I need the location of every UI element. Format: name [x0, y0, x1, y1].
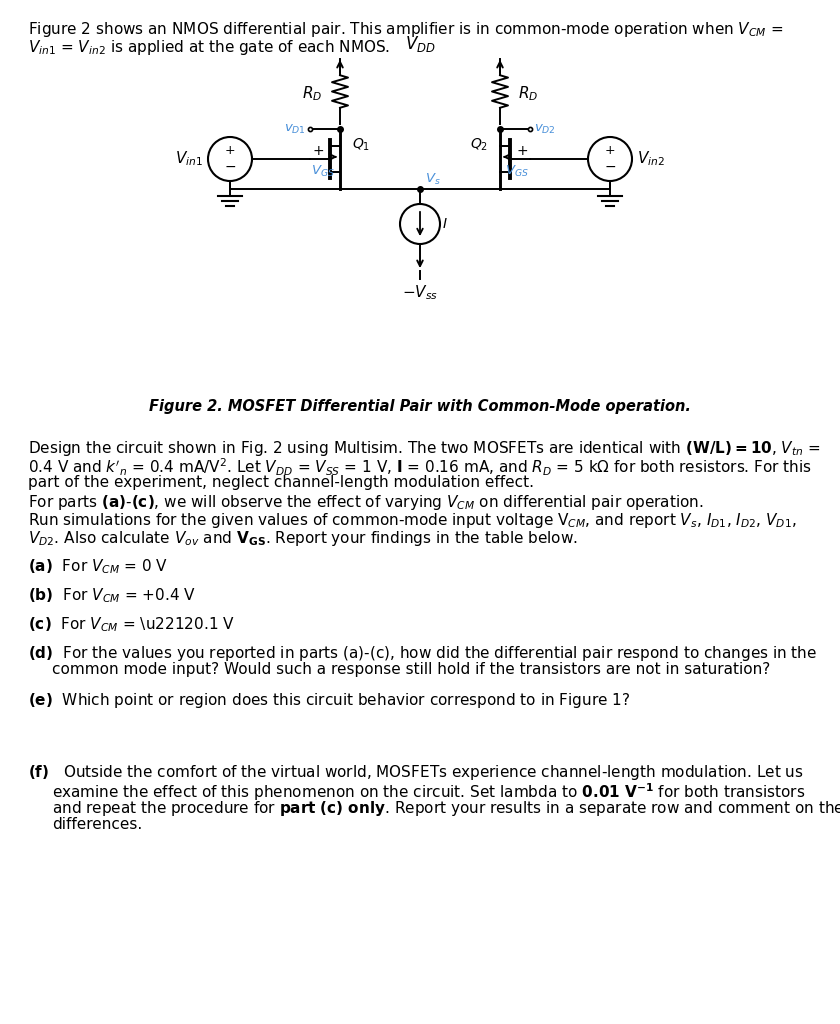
Text: $\mathit{V_{GS}}$: $\mathit{V_{GS}}$: [311, 164, 335, 179]
Text: $\mathbf{(c)}$  For $\mathit{V_{CM}}$ = \u22120.1 V: $\mathbf{(c)}$ For $\mathit{V_{CM}}$ = \…: [28, 615, 235, 634]
Text: +: +: [517, 144, 528, 158]
Text: −: −: [604, 160, 616, 174]
Text: +: +: [224, 144, 235, 158]
Text: Figure 2. MOSFET Differential Pair with Common-Mode operation.: Figure 2. MOSFET Differential Pair with …: [149, 399, 691, 414]
Text: $-\mathit{V_{ss}}$: $-\mathit{V_{ss}}$: [402, 283, 438, 302]
Text: $\mathit{Q_2}$: $\mathit{Q_2}$: [470, 137, 488, 154]
Text: $\mathit{v_{D1}}$: $\mathit{v_{D1}}$: [284, 123, 306, 135]
Text: $\mathbf{(f)}$   Outside the comfort of the virtual world, MOSFETs experience ch: $\mathbf{(f)}$ Outside the comfort of th…: [28, 763, 804, 782]
Text: 0.4 V and $\mathbf{\mathit{k'_n}}$ = 0.4 mA/V$^2$. Let $\mathit{V_{DD}}$ = $\mat: 0.4 V and $\mathbf{\mathit{k'_n}}$ = 0.4…: [28, 457, 812, 478]
Text: Design the circuit shown in Fig. 2 using Multisim. The two MOSFETs are identical: Design the circuit shown in Fig. 2 using…: [28, 439, 821, 458]
Text: $\mathit{V_{in1}}$ = $\mathit{V_{in2}}$ is applied at the gate of each NMOS.: $\mathit{V_{in1}}$ = $\mathit{V_{in2}}$ …: [28, 38, 391, 57]
Text: $\mathit{R_D}$: $\mathit{R_D}$: [518, 85, 538, 103]
Text: common mode input? Would such a response still hold if the transistors are not i: common mode input? Would such a response…: [52, 663, 770, 677]
Text: $\mathbf{(d)}$  For the values you reported in parts (a)-(c), how did the differ: $\mathbf{(d)}$ For the values you report…: [28, 644, 817, 664]
Text: $\mathit{V_{in2}}$: $\mathit{V_{in2}}$: [637, 150, 664, 168]
Text: $\mathbf{(a)}$  For $\mathit{V_{CM}}$ = 0 V: $\mathbf{(a)}$ For $\mathit{V_{CM}}$ = 0…: [28, 558, 168, 577]
Text: $\mathit{V_s}$: $\mathit{V_s}$: [425, 172, 441, 187]
Text: examine the effect of this phenomenon on the circuit. Set lambda to $\mathbf{0.0: examine the effect of this phenomenon on…: [52, 781, 806, 803]
Text: −: −: [224, 160, 236, 174]
Text: differences.: differences.: [52, 817, 142, 831]
Text: +: +: [605, 144, 616, 158]
Text: $\mathit{v_{D2}}$: $\mathit{v_{D2}}$: [534, 123, 556, 135]
Text: For parts $\mathbf{(a)\text{-}(c)}$, we will observe the effect of varying $\mat: For parts $\mathbf{(a)\text{-}(c)}$, we …: [28, 493, 704, 512]
Text: $\mathit{Q_1}$: $\mathit{Q_1}$: [352, 137, 370, 154]
Text: Figure 2 shows an NMOS differential pair. This amplifier is in common-mode opera: Figure 2 shows an NMOS differential pair…: [28, 20, 784, 39]
Text: $\mathit{V_{DD}}$: $\mathit{V_{DD}}$: [405, 34, 435, 54]
Text: $\mathbf{(b)}$  For $\mathit{V_{CM}}$ = +0.4 V: $\mathbf{(b)}$ For $\mathit{V_{CM}}$ = +…: [28, 587, 196, 605]
Text: I: I: [443, 217, 447, 231]
Text: $\mathit{R_D}$: $\mathit{R_D}$: [302, 85, 322, 103]
Text: $\mathit{V_{in1}}$: $\mathit{V_{in1}}$: [175, 150, 203, 168]
Text: $\mathbf{\mathit{V_{D2}}}$. Also calculate $\mathbf{\mathit{V_{ov}}}$ and $\math: $\mathbf{\mathit{V_{D2}}}$. Also calcula…: [28, 529, 578, 548]
Text: and repeat the procedure for $\mathbf{part\ (c)\ only}$. Report your results in : and repeat the procedure for $\mathbf{pa…: [52, 799, 840, 818]
Text: Run simulations for the given values of common-mode input voltage V$_{CM}$, and : Run simulations for the given values of …: [28, 511, 796, 530]
Text: $\mathbf{(e)}$  Which point or region does this circuit behavior correspond to i: $\mathbf{(e)}$ Which point or region doe…: [28, 691, 630, 710]
Text: part of the experiment, neglect channel-length modulation effect.: part of the experiment, neglect channel-…: [28, 475, 534, 490]
Text: $\mathit{V_{GS}}$: $\mathit{V_{GS}}$: [505, 164, 529, 179]
Text: +: +: [312, 144, 323, 158]
